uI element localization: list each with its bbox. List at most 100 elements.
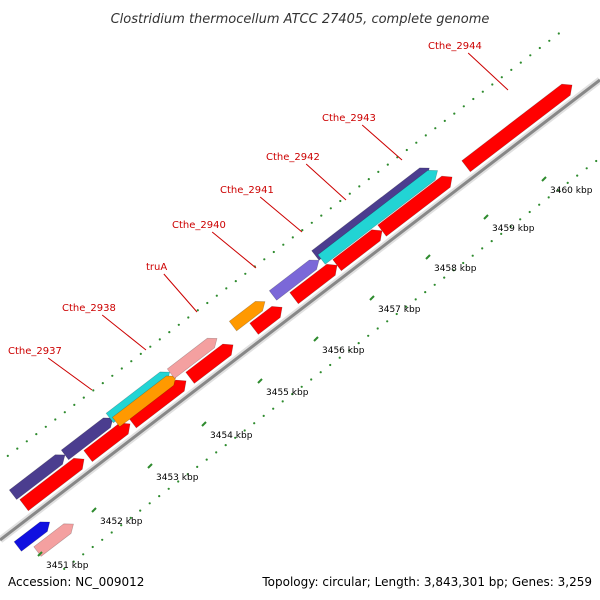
tick-dot <box>481 90 484 93</box>
tick-dot <box>91 545 94 549</box>
tick-dot <box>282 243 285 246</box>
tick-dot <box>272 407 275 410</box>
cds-feature <box>19 457 85 512</box>
gene-leader-line <box>163 273 198 313</box>
scale-tick-label: 3455 kbp <box>266 388 309 398</box>
gene-label: truA <box>146 262 167 273</box>
gene-label: Cthe_2937 <box>8 346 62 357</box>
tick-dot <box>263 258 266 261</box>
tick-dot <box>509 225 512 228</box>
topology-text: Topology: circular; Length: 3,843,301 bp… <box>261 575 592 589</box>
backbone <box>0 78 600 542</box>
tick-dot <box>519 61 522 64</box>
tick-dot <box>215 451 218 454</box>
tick-dot <box>158 495 161 498</box>
tick-dot <box>386 163 389 166</box>
tick-dot <box>205 458 208 461</box>
tick-dot <box>462 261 465 265</box>
gene-leader-line <box>211 231 257 269</box>
scale-tick-label: 3459 kbp <box>492 224 535 234</box>
tick-dot <box>339 199 342 203</box>
tick-dot <box>25 440 28 443</box>
tick-dot <box>471 254 474 257</box>
cds-feature <box>185 343 234 384</box>
gene-label: Cthe_2938 <box>62 303 116 314</box>
scale-tick-mark <box>313 336 319 342</box>
scale-tick-label: 3452 kbp <box>100 517 143 527</box>
tick-dot <box>272 250 275 254</box>
tick-dot <box>196 309 199 312</box>
tick-dot <box>377 170 380 173</box>
scale-tick-label: 3454 kbp <box>210 431 253 441</box>
gene-leader-line <box>305 163 347 201</box>
tick-dot <box>111 374 114 377</box>
tick-dot <box>528 210 531 214</box>
tick-dot <box>167 487 170 490</box>
scale-tick-label: 3457 kbp <box>378 305 421 315</box>
tick-dot <box>224 444 227 447</box>
tick-dot <box>491 83 494 86</box>
gene-cthe-2943 <box>317 169 438 265</box>
tick-dot <box>129 516 132 520</box>
tick-dot <box>291 236 294 239</box>
inner-tick-track <box>63 159 598 571</box>
tick-dot <box>548 39 551 42</box>
scale-tick-mark <box>369 295 375 301</box>
gene-label: Cthe_2940 <box>172 220 226 231</box>
gene-leader-line <box>361 124 403 161</box>
gene-leader-line <box>259 196 303 233</box>
tick-dot <box>481 247 484 250</box>
tick-dot <box>595 159 598 163</box>
tick-dot <box>452 269 455 272</box>
gene-leader-line <box>101 314 147 351</box>
tick-dot <box>234 436 237 439</box>
tick-dot <box>196 465 199 468</box>
tick-dot <box>291 393 294 396</box>
tick-dot <box>186 473 189 476</box>
gene-label-track: Cthe_2937 Cthe_2938 truA Cthe_2940 Cthe_2941… <box>8 41 509 391</box>
tick-dot <box>367 178 370 181</box>
tick-dot <box>500 76 503 79</box>
scale-tick-mark <box>147 463 153 469</box>
tick-dot <box>510 68 513 71</box>
tick-dot <box>139 352 142 355</box>
gene-cthe-2937 <box>60 417 114 461</box>
gene-cthe-2941 <box>268 259 320 301</box>
gene-label: Cthe_2943 <box>322 113 376 124</box>
tick-dot <box>120 524 123 527</box>
accession-text: Accession: NC_009012 <box>8 575 144 589</box>
tick-dot <box>414 298 417 301</box>
tick-dot <box>405 305 408 308</box>
scale-tick-label: 3451 kbp <box>46 561 89 571</box>
gene-cthe-2938-b <box>111 375 177 428</box>
gene-label: Cthe_2942 <box>266 152 320 163</box>
tick-dot <box>177 480 180 483</box>
tick-dot <box>54 418 57 421</box>
tick-dot <box>63 567 66 571</box>
cds-feature <box>289 263 338 305</box>
scale-tick-mark <box>201 421 207 427</box>
tick-dot <box>367 334 370 337</box>
gene-leader-line <box>467 52 509 91</box>
tick-dot <box>206 301 209 305</box>
tick-dot <box>6 454 9 457</box>
gene-lower-pink <box>33 523 74 557</box>
scale-tick-mark <box>425 254 431 260</box>
gene-label: Cthe_2944 <box>428 41 482 52</box>
tick-dot <box>348 192 351 195</box>
tick-dot <box>244 272 247 275</box>
feature-track <box>8 83 573 557</box>
tick-dot <box>110 531 113 534</box>
tick-dot <box>557 32 560 35</box>
tick-dot <box>177 323 180 326</box>
gene-label: Cthe_2941 <box>220 185 274 196</box>
tick-dot <box>187 316 190 319</box>
tick-dot <box>329 363 332 367</box>
map-title: Clostridium thermocellum ATCC 27405, com… <box>111 12 490 27</box>
tick-dot <box>16 447 19 450</box>
tick-dot <box>300 385 303 388</box>
tick-dot <box>310 378 313 381</box>
tick-dot <box>35 433 38 436</box>
cds-feature <box>377 175 453 237</box>
